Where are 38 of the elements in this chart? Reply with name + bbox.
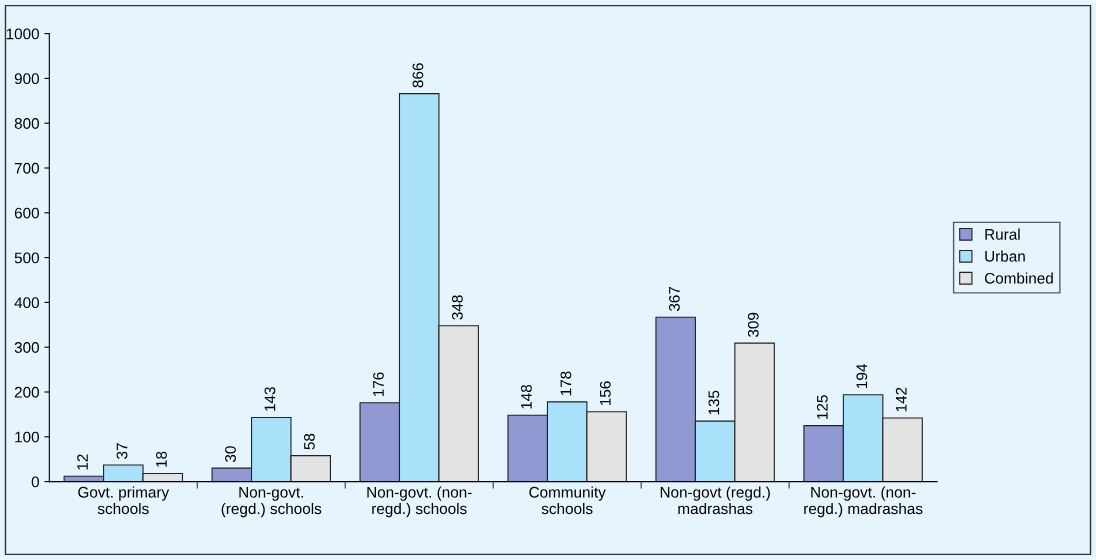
y-tick-label: 800 — [14, 118, 39, 129]
y-tick-label: 1000 — [6, 28, 39, 40]
y-tick-label: 600 — [14, 207, 39, 219]
x-tick-label: Non-govt. (non- regd.) madrashas — [804, 486, 923, 518]
y-tick-label: 300 — [14, 342, 39, 353]
data-label: 309 — [747, 312, 759, 338]
legend-label: Combined — [984, 272, 1053, 284]
x-tick-label: Non-govt. (non- regd.) schools — [367, 486, 472, 518]
data-label: 178 — [560, 371, 572, 396]
x-tick-label: Community schools — [529, 486, 606, 515]
x-tick-label: Govt. primary schools — [78, 486, 170, 515]
y-tick-label: 900 — [14, 73, 39, 85]
data-label: 143 — [264, 387, 276, 411]
data-label: 156 — [599, 381, 611, 405]
data-label: 194 — [856, 364, 868, 388]
y-tick-label: 100 — [15, 431, 39, 443]
data-label: 37 — [116, 443, 128, 459]
x-tick-label: Non-govt. (regd.) schools — [221, 487, 322, 518]
y-tick-label: 400 — [14, 297, 39, 309]
data-label: 367 — [668, 286, 680, 312]
data-label: 12 — [77, 454, 88, 470]
data-label: 135 — [708, 390, 720, 415]
data-label: 58 — [304, 433, 315, 450]
y-tick-label: 700 — [14, 162, 39, 174]
data-label: 176 — [373, 372, 384, 397]
y-tick-label: 500 — [14, 252, 39, 264]
x-tick-label: Non-govt (regd.) madrashas — [660, 486, 770, 515]
data-label: 125 — [816, 395, 828, 419]
data-label: 348 — [451, 295, 463, 320]
y-tick-label: 200 — [14, 386, 39, 398]
legend-label: Rural — [985, 228, 1020, 240]
data-label: 142 — [895, 387, 907, 412]
legend-label: Urban — [985, 250, 1025, 262]
data-label: 148 — [521, 384, 532, 409]
data-label: 18 — [156, 451, 167, 467]
data-label: 30 — [225, 446, 236, 463]
y-tick-label: 0 — [31, 476, 39, 488]
data-label: 866 — [412, 63, 424, 88]
